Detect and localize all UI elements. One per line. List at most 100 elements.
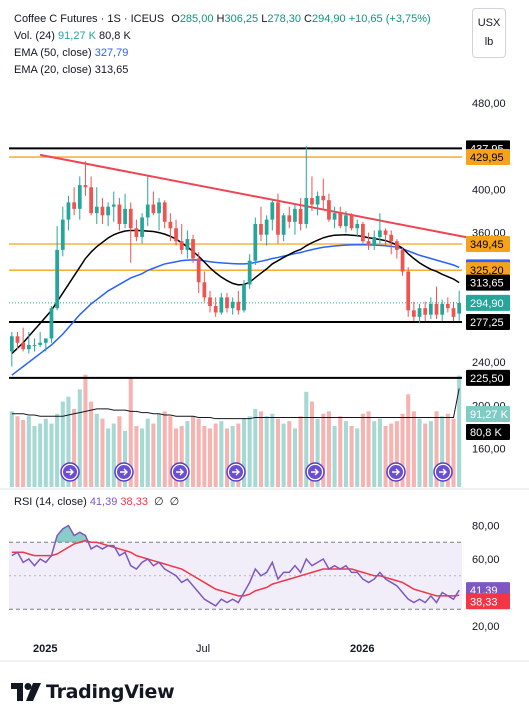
candle-body <box>247 260 252 285</box>
volume-bar <box>190 416 196 487</box>
event-marker-icon[interactable] <box>305 462 325 482</box>
candle-body <box>21 342 26 350</box>
currency-label: USX <box>477 17 501 29</box>
volume-bar <box>287 421 292 487</box>
volume-bar <box>100 418 105 487</box>
candle-body <box>315 195 320 205</box>
open-label: O <box>171 13 180 25</box>
candle-body <box>287 215 292 222</box>
candle-body <box>168 221 173 229</box>
volume-bar <box>434 411 439 487</box>
volume-bar <box>43 418 48 487</box>
ema50-legend: EMA (50, close) 327,79 <box>14 46 128 60</box>
event-marker-icon[interactable] <box>60 462 80 482</box>
candle-body <box>400 249 405 272</box>
candle-body <box>253 223 258 261</box>
volume-ma-tag: 80,8 K <box>470 427 502 439</box>
low-label: L <box>261 13 268 25</box>
unit-selector[interactable]: USX lb <box>472 8 506 58</box>
candle-body <box>140 217 144 237</box>
volume-bar <box>360 413 365 487</box>
candle-body <box>128 208 133 229</box>
rsi-label[interactable]: RSI (14, close) <box>14 496 87 508</box>
volume-bar <box>179 426 184 487</box>
volume-bar <box>292 428 297 487</box>
volume-bar <box>400 413 405 487</box>
event-marker-icon[interactable] <box>433 462 453 482</box>
rsi-extra-2: ∅ <box>169 496 180 508</box>
volume-bar <box>281 423 286 487</box>
volume-bar <box>196 418 201 487</box>
volume-bar <box>417 418 422 487</box>
candle-body <box>117 204 122 224</box>
volume-bar <box>309 401 314 487</box>
volume-bar <box>21 419 26 487</box>
volume-bar <box>134 426 139 487</box>
volume-bar <box>185 421 190 487</box>
candle-body <box>26 344 31 350</box>
ema50-label[interactable]: EMA (50, close) <box>14 47 92 59</box>
volume-bar <box>26 416 31 487</box>
candle-body <box>332 213 337 220</box>
volume-bar <box>321 413 326 487</box>
candle-body <box>293 208 297 222</box>
candle-body <box>89 187 93 214</box>
event-marker-icon[interactable] <box>170 462 190 482</box>
price-tag: 225,50 <box>470 373 504 385</box>
volume-bar <box>394 421 399 487</box>
volume-bar <box>247 416 252 487</box>
volume-bar <box>32 426 37 487</box>
volume-bar <box>343 421 348 487</box>
volume-bar <box>202 426 207 487</box>
volume-bar <box>140 428 145 487</box>
candle-body <box>355 223 360 229</box>
candle-body <box>213 306 218 313</box>
price-tag-bg <box>466 313 510 330</box>
event-marker-icon[interactable] <box>114 462 134 482</box>
volume-bar <box>406 394 411 487</box>
change-value: +10,65 (+3,75%) <box>348 13 431 25</box>
ema20-label[interactable]: EMA (20, close) <box>14 64 92 76</box>
ema50-value: 327,79 <box>94 47 129 59</box>
candle-body <box>281 215 286 235</box>
unit-label: lb <box>484 36 494 48</box>
candle-body <box>417 308 422 317</box>
volume-label[interactable]: Vol. (24) <box>14 30 55 42</box>
event-marker-arrow <box>176 468 184 476</box>
candle-body <box>344 215 348 227</box>
volume-bar <box>451 418 456 487</box>
rsi-legend: RSI (14, close) 41,39 38,33 ∅ ∅ <box>14 495 179 509</box>
ema20-legend: EMA (20, close) 313,65 <box>14 63 128 77</box>
candle-body <box>60 219 65 250</box>
candle-body <box>157 202 161 214</box>
price-tag: 294,90 <box>470 298 504 310</box>
symbol-title[interactable]: Coffee C Futures · 1S · ICEUS <box>14 13 165 25</box>
volume-tag: 91,27 K <box>470 409 509 421</box>
volume-bar <box>213 423 218 487</box>
volume-bar <box>315 418 320 487</box>
volume-ma-line <box>11 388 460 420</box>
price-tag-bg <box>466 262 510 279</box>
event-marker-icon[interactable] <box>386 462 406 482</box>
candle-body <box>162 202 167 222</box>
candle-body <box>38 342 43 345</box>
candle-body <box>361 223 365 242</box>
price-tag: 313,65 <box>470 278 504 290</box>
candle-body <box>100 206 105 216</box>
price-tag: 349,45 <box>470 239 504 251</box>
candle-body <box>83 185 88 188</box>
volume-ma-value: 80,8 K <box>99 30 131 42</box>
event-marker-arrow <box>392 468 400 476</box>
tradingview-brand[interactable]: TradingView <box>11 681 175 703</box>
tradingview-logo-icon <box>11 683 41 701</box>
candle-body <box>457 302 462 314</box>
event-marker-icon[interactable] <box>226 462 246 482</box>
volume-bar <box>219 421 224 487</box>
candle-body <box>230 301 235 309</box>
candle-body <box>378 230 382 237</box>
candle-body <box>134 228 139 237</box>
candle-body <box>372 236 377 246</box>
volume-bar <box>304 391 309 487</box>
price-tag: 325,20 <box>470 265 504 277</box>
